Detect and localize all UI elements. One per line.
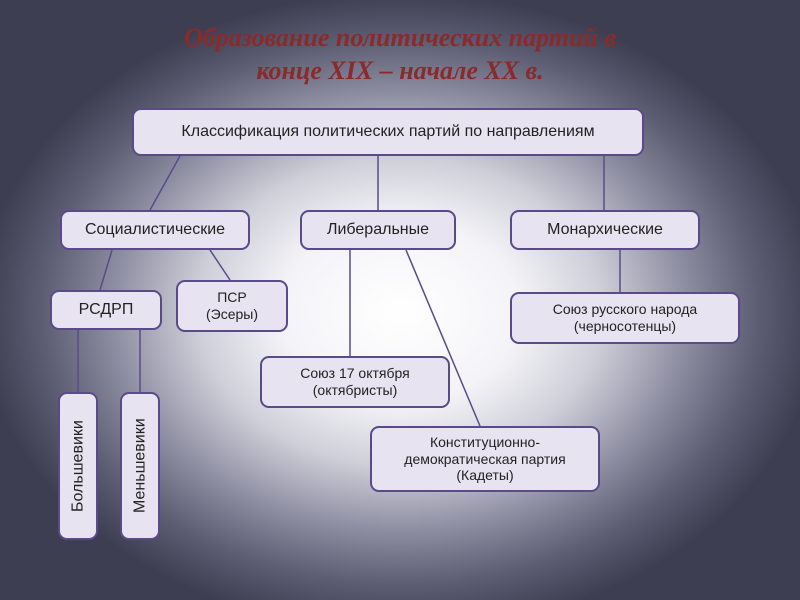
node-psr: ПСР(Эсеры) [176,280,288,332]
title-line1: Образование политических партий в [0,22,800,55]
title-line2: конце XIX – начале XX в. [0,55,800,88]
node-soc: Социалистические [60,210,250,250]
node-men: Меньшевики [120,392,160,540]
node-lib: Либеральные [300,210,456,250]
page-title: Образование политических партий в конце … [0,22,800,87]
node-rsdrp: РСДРП [50,290,162,330]
node-srn: Союз русского народа(черносотенцы) [510,292,740,344]
node-bol: Большевики [58,392,98,540]
node-root: Классификация политических партий по нап… [132,108,644,156]
node-kadet: Конституционно-демократическая партия(Ка… [370,426,600,492]
node-oct: Союз 17 октября(октябристы) [260,356,450,408]
node-mon: Монархические [510,210,700,250]
